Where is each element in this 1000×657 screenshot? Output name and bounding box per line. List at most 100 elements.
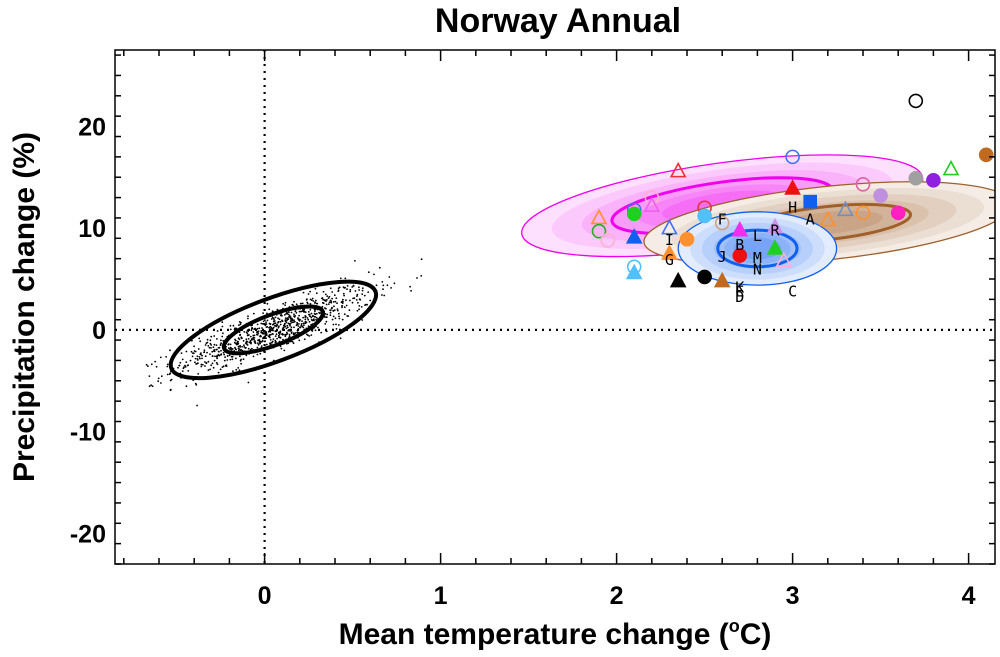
noise-point	[260, 331, 263, 334]
noise-point	[409, 285, 411, 288]
noise-point	[269, 330, 272, 333]
noise-point	[313, 319, 315, 322]
noise-point	[284, 301, 287, 304]
noise-point	[231, 358, 234, 361]
noise-point	[232, 370, 234, 373]
noise-point	[329, 309, 331, 312]
noise-point	[179, 361, 182, 364]
model-marker-triangle	[775, 251, 793, 267]
noise-point	[278, 318, 281, 321]
noise-point	[228, 354, 231, 357]
noise-point	[279, 336, 281, 339]
noise-point	[189, 359, 192, 362]
noise-point	[210, 344, 213, 346]
noise-point	[306, 301, 309, 304]
noise-point	[260, 330, 263, 332]
noise-point	[264, 319, 266, 321]
noise-point	[197, 373, 200, 375]
model-letter-K: K	[735, 279, 744, 297]
noise-point	[197, 348, 200, 350]
noise-point	[356, 309, 359, 312]
noise-point	[324, 293, 327, 296]
model-marker-circle	[679, 232, 695, 247]
noise-point	[247, 330, 250, 333]
noise-point	[325, 329, 327, 332]
noise-point	[366, 303, 368, 306]
noise-point	[194, 357, 197, 360]
noise-point	[204, 344, 207, 346]
noise-point	[288, 333, 291, 336]
noise-point	[343, 306, 346, 309]
noise-point	[294, 332, 297, 334]
model-marker-circle	[908, 170, 924, 186]
noise-point	[226, 355, 229, 357]
noise-point	[320, 331, 323, 334]
x-tick-label: 1	[434, 582, 448, 610]
noise-point	[193, 345, 196, 348]
noise-point	[253, 337, 256, 339]
noise-point	[237, 345, 240, 348]
noise-point	[330, 301, 333, 304]
noise-point	[286, 319, 288, 322]
noise-point	[333, 305, 335, 308]
noise-point	[295, 324, 298, 327]
model-marker-circle	[926, 172, 941, 188]
model-marker-triangle	[942, 159, 960, 176]
noise-point	[280, 313, 283, 315]
noise-point	[296, 329, 299, 332]
noise-point	[272, 333, 274, 335]
noise-point	[252, 331, 255, 333]
model-marker-triangle	[625, 228, 643, 244]
noise-point	[324, 323, 327, 325]
noise-point	[278, 331, 280, 334]
noise-point	[335, 328, 338, 330]
noise-point	[296, 321, 298, 324]
x-tick-label: 4	[962, 582, 976, 610]
noise-point	[349, 290, 351, 293]
noise-point	[215, 348, 218, 351]
noise-point	[216, 356, 219, 358]
noise-point	[286, 324, 289, 327]
noise-point	[270, 318, 273, 320]
noise-point	[290, 326, 293, 329]
noise-point	[285, 327, 288, 330]
noise-point	[221, 321, 224, 324]
noise-point	[157, 377, 160, 380]
noise-point	[315, 316, 318, 319]
noise-point	[286, 332, 289, 335]
noise-point	[358, 298, 361, 301]
noise-point	[207, 360, 210, 363]
noise-point	[339, 337, 342, 340]
noise-point	[336, 309, 339, 312]
noise-point	[234, 348, 237, 350]
noise-point	[289, 324, 291, 327]
noise-point	[239, 323, 242, 326]
x-axis-label: Mean temperature change (oC)	[339, 616, 772, 651]
noise-point	[204, 365, 206, 367]
noise-point	[289, 328, 292, 331]
distribution-core-contour	[716, 228, 799, 269]
noise-point	[248, 334, 250, 336]
noise-point	[184, 364, 186, 367]
noise-point	[326, 295, 329, 297]
noise-point	[200, 352, 202, 354]
noise-point	[185, 385, 188, 388]
model-marker-triangle	[766, 239, 784, 255]
noise-point	[247, 317, 249, 320]
model-marker-triangle	[669, 161, 687, 178]
noise-point	[334, 300, 337, 303]
noise-point	[242, 358, 245, 361]
noise-point	[183, 366, 185, 369]
noise-point	[349, 288, 352, 291]
model-marker-triangle	[713, 271, 731, 288]
noise-point	[332, 301, 335, 303]
noise-point	[307, 311, 310, 313]
noise-point	[148, 375, 151, 377]
noise-point	[229, 343, 232, 346]
noise-point	[289, 320, 292, 323]
noise-point	[315, 299, 317, 302]
y-tick-label: 10	[78, 215, 106, 243]
y-axis-label: Precipitation change (%)	[8, 132, 41, 482]
model-marker-circle	[908, 93, 924, 109]
noise-point	[321, 301, 324, 304]
